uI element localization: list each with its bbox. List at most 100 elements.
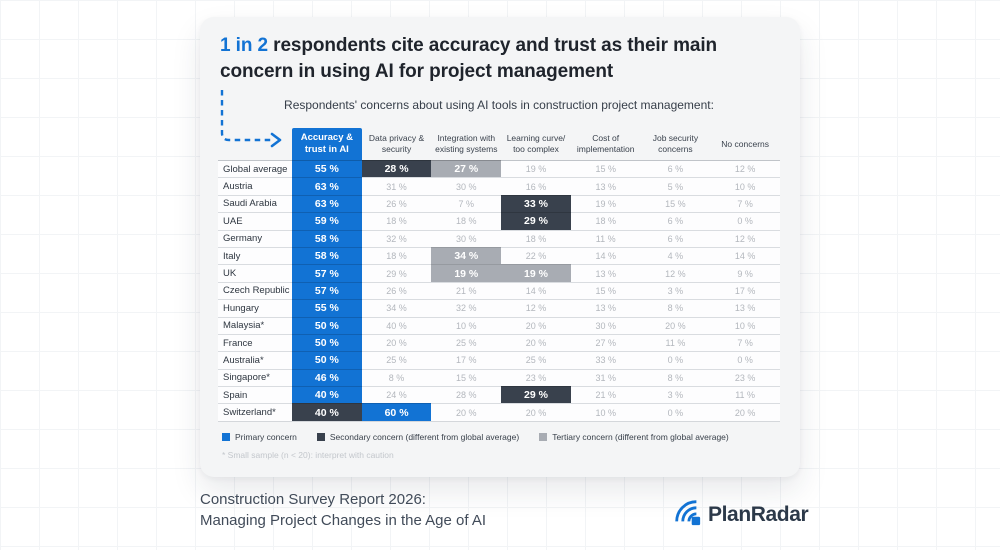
table-row: Germany 58 % 32 % 30 % 18 % 11 % 6 % 12 % (218, 229, 780, 247)
row-label: Global average (218, 160, 292, 177)
value-cell: 9 % (710, 264, 780, 281)
table-row: Saudi Arabia 63 % 26 % 7 % 33 % 19 % 15 % 7 % (218, 194, 780, 213)
highlighted-value-cell: 34 % (431, 246, 502, 265)
value-cell: 10 % (710, 316, 780, 334)
table-row: Hungary 55 % 34 % 32 % 12 % 13 % 8 % 13 % (218, 299, 780, 317)
legend-label: Primary concern (235, 432, 297, 442)
value-cell: 28 % (431, 386, 502, 403)
value-cell: 20 % (501, 333, 571, 351)
value-cell: 18 % (501, 229, 571, 247)
table-body: Global average 55 % 28 % 27 % 19 % 15 % 6 % 12… (218, 160, 780, 422)
value-cell: 0 % (710, 351, 780, 368)
legend-item: Primary concern (222, 432, 297, 442)
title-highlight: 1 in 2 (220, 35, 268, 56)
pointer-arrow-icon (216, 89, 288, 156)
value-cell: 17 % (710, 281, 780, 299)
value-cell: 10 % (570, 403, 641, 420)
legend: Primary concern Secondary concern (differ… (222, 432, 729, 442)
value-cell: 40 % (361, 316, 432, 334)
value-cell: 18 % (431, 212, 502, 229)
highlighted-value-cell: 50 % (292, 351, 362, 369)
highlighted-value-cell: 29 % (501, 212, 571, 230)
table-header-row: Accuracy & trust in AI Data privacy & sec… (218, 128, 780, 160)
footer-line-1: Construction Survey Report 2026: (200, 491, 426, 508)
row-label: Germany (218, 229, 292, 247)
value-cell: 7 % (710, 333, 780, 351)
row-label: Switzerland* (218, 403, 292, 420)
report-footer: Construction Survey Report 2026: Managin… (200, 490, 486, 531)
value-cell: 26 % (361, 194, 432, 212)
highlighted-value-cell: 59 % (292, 212, 362, 230)
row-label: Saudi Arabia (218, 194, 292, 212)
legend-swatch-icon (539, 433, 548, 441)
highlighted-value-cell: 33 % (501, 194, 571, 213)
row-label: Austria (218, 177, 292, 194)
value-cell: 12 % (710, 160, 780, 177)
value-cell: 14 % (710, 246, 780, 264)
column-header: Data privacy & security (368, 133, 425, 154)
value-cell: 10 % (710, 177, 780, 194)
row-header-spacer (218, 128, 292, 160)
value-cell: 34 % (361, 299, 432, 316)
value-cell: 7 % (710, 194, 780, 212)
value-cell: 8 % (640, 299, 711, 316)
table-row: UK 57 % 29 % 19 % 19 % 13 % 12 % 9 % (218, 264, 780, 282)
value-cell: 31 % (361, 177, 432, 194)
table-row: Austria 63 % 31 % 30 % 16 % 13 % 5 % 10 % (218, 177, 780, 195)
highlighted-value-cell: 63 % (292, 177, 362, 195)
value-cell: 18 % (361, 246, 432, 264)
table-row: France 50 % 20 % 25 % 20 % 27 % 11 % 7 % (218, 333, 780, 352)
value-cell: 0 % (640, 403, 711, 420)
table-row: Malaysia* 50 % 40 % 10 % 20 % 30 % 20 % 10 % (218, 316, 780, 334)
value-cell: 33 % (570, 351, 641, 368)
row-label: Spain (218, 386, 292, 403)
highlighted-value-cell: 60 % (361, 403, 432, 421)
highlighted-value-cell: 57 % (292, 264, 362, 282)
table-row: Switzerland* 40 % 60 % 20 % 20 % 10 % 0 % 20 % (218, 403, 780, 421)
value-cell: 30 % (431, 177, 502, 194)
value-cell: 20 % (501, 403, 571, 420)
table-row: UAE 59 % 18 % 18 % 29 % 18 % 6 % 0 % (218, 212, 780, 230)
column-header: No concerns (721, 138, 769, 149)
value-cell: 27 % (570, 333, 641, 351)
value-cell: 8 % (640, 368, 711, 386)
legend-swatch-icon (316, 433, 325, 441)
row-label: UK (218, 264, 292, 281)
value-cell: 30 % (431, 229, 502, 247)
value-cell: 20 % (640, 316, 711, 334)
highlighted-value-cell: 58 % (292, 246, 362, 265)
highlighted-value-cell: 55 % (292, 160, 362, 178)
value-cell: 21 % (431, 281, 502, 299)
value-cell: 7 % (431, 194, 502, 212)
value-cell: 0 % (710, 212, 780, 229)
planradar-logo-icon (672, 497, 702, 532)
table-row: Italy 58 % 18 % 34 % 22 % 14 % 4 % 14 % (218, 246, 780, 265)
value-cell: 15 % (570, 160, 641, 177)
value-cell: 31 % (570, 368, 641, 386)
table-row: Spain 40 % 24 % 28 % 29 % 21 % 3 % 11 % (218, 386, 780, 404)
value-cell: 10 % (431, 316, 502, 334)
value-cell: 13 % (710, 299, 780, 316)
value-cell: 19 % (501, 160, 571, 177)
row-label: UAE (218, 212, 292, 229)
column-header: Learning curve/ too complex (506, 133, 566, 154)
value-cell: 14 % (570, 246, 641, 264)
value-cell: 17 % (431, 351, 502, 368)
page-title: 1 in 2 respondents cite accuracy and tru… (220, 33, 790, 85)
value-cell: 18 % (570, 212, 641, 229)
column-header: Job security concerns (652, 133, 699, 154)
legend-item: Tertiary concern (different from global … (539, 432, 729, 442)
value-cell: 11 % (710, 386, 780, 403)
legend-label: Secondary concern (different from global… (329, 432, 520, 442)
highlighted-value-cell: 19 % (431, 264, 502, 282)
value-cell: 23 % (710, 368, 780, 386)
highlighted-value-cell: 27 % (431, 160, 502, 178)
value-cell: 12 % (501, 299, 571, 316)
small-sample-footnote: * Small sample (n < 20): interpret with … (222, 450, 394, 460)
highlighted-value-cell: 58 % (292, 229, 362, 247)
value-cell: 15 % (570, 281, 641, 299)
value-cell: 13 % (570, 177, 641, 194)
value-cell: 25 % (501, 351, 571, 368)
legend-label: Tertiary concern (different from global … (552, 432, 729, 442)
row-label: Malaysia* (218, 316, 292, 334)
